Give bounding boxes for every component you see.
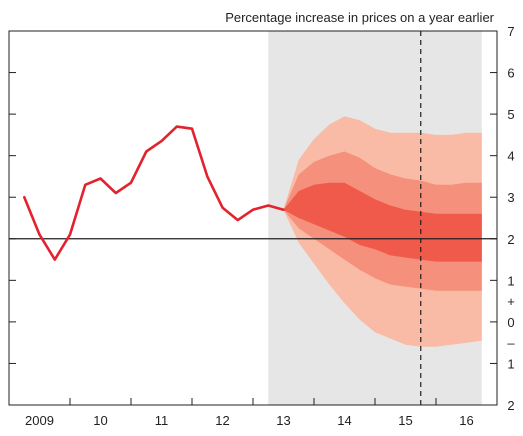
y-tick-label: 2	[507, 232, 514, 247]
x-axis-ticks: 2009 10 11 12 13 14 15 16	[8, 398, 474, 428]
x-tick-label: 2009	[25, 413, 54, 428]
y-tick-label: 7	[507, 24, 514, 39]
y-tick-label: 5	[507, 107, 514, 122]
y-tick-label: 2	[507, 398, 514, 413]
y-tick-label: 1	[507, 356, 514, 371]
y-plus-sign: +	[507, 294, 515, 309]
x-tick-label: 11	[155, 413, 169, 428]
y-tick-label: 6	[507, 66, 514, 81]
series-lines	[23, 125, 285, 261]
y-axis-ticks: 2 1 0 1 2 3 4 5 6 7 + –	[9, 24, 515, 413]
fan-band-3	[283, 182, 482, 262]
x-tick-label: 10	[93, 413, 107, 428]
series-line-1	[23, 125, 285, 261]
x-tick-label: 16	[459, 413, 473, 428]
y-tick-label: 4	[507, 149, 514, 164]
y-tick-label: 0	[507, 315, 514, 330]
y-axis-title: Percentage increase in prices on a year …	[225, 10, 494, 25]
fan-bands	[283, 116, 482, 347]
y-tick-label: 1	[507, 273, 514, 288]
x-tick-label: 13	[276, 413, 290, 428]
x-tick-label: 14	[337, 413, 351, 428]
x-tick-label: 12	[215, 413, 229, 428]
x-tick-label: 15	[398, 413, 412, 428]
y-tick-label: 3	[507, 190, 514, 205]
y-minus-sign: –	[507, 336, 515, 351]
